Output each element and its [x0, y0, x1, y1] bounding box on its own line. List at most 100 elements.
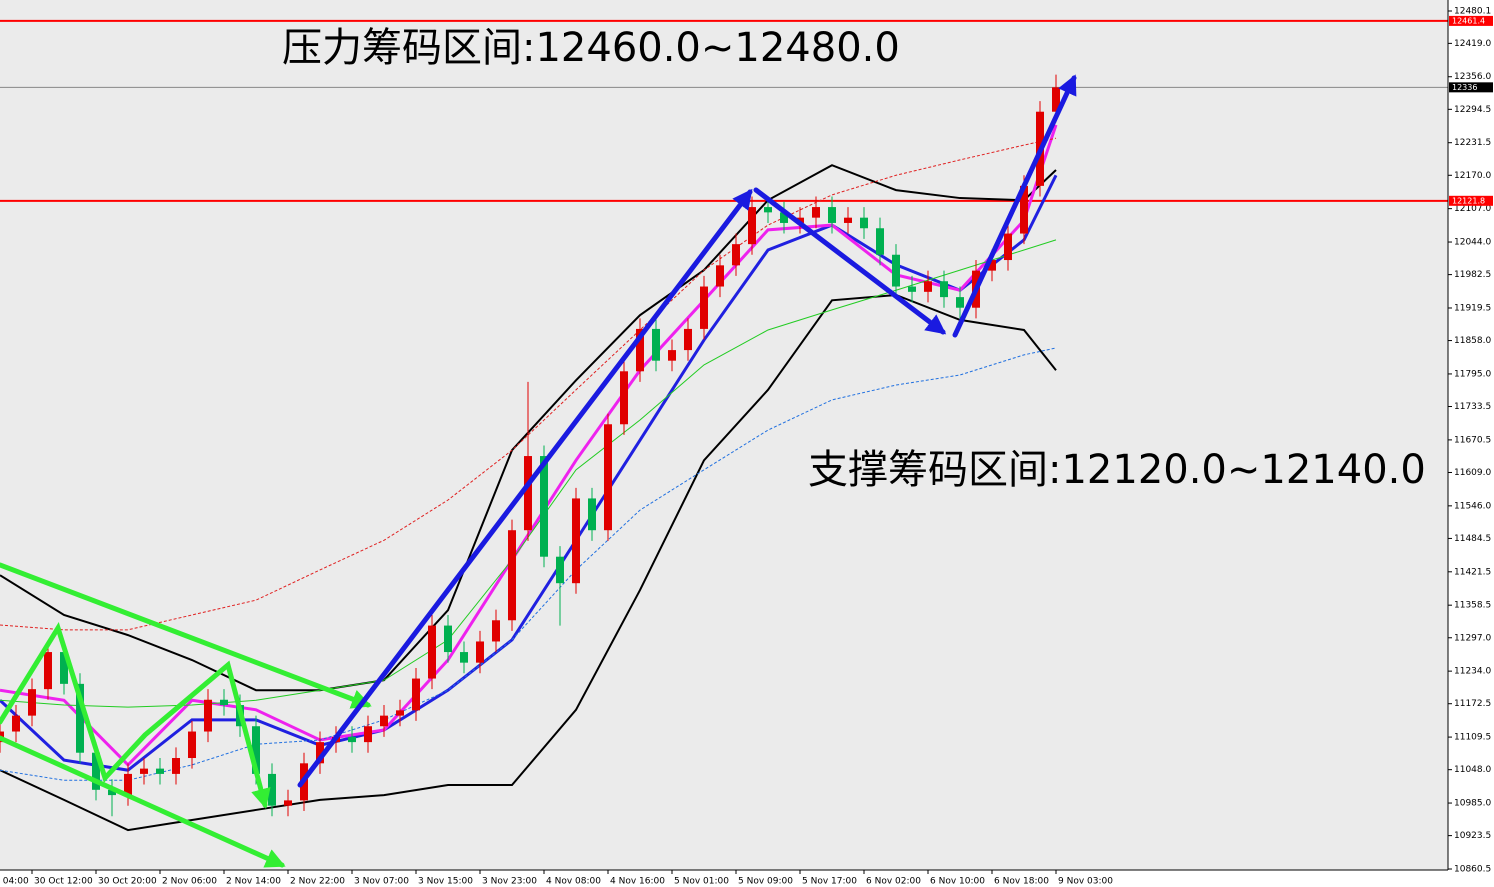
- candle-body: [444, 625, 452, 653]
- candle-body: [908, 286, 916, 292]
- y-tick-label: 11234.0: [1454, 667, 1491, 677]
- candle-body: [428, 625, 436, 679]
- y-tick-label: 11172.5: [1454, 699, 1491, 709]
- candle-body: [924, 281, 932, 292]
- candle-body: [636, 328, 644, 372]
- candle-body: [940, 281, 948, 298]
- indicator-line: [0, 164, 1057, 692]
- y-tick-label: 10985.0: [1454, 799, 1491, 809]
- x-tick-label: 6 Nov 02:00: [866, 877, 921, 887]
- candle-body: [380, 715, 388, 727]
- candle-body: [28, 689, 36, 716]
- candle-body: [252, 726, 260, 774]
- annotation: 支撑筹码区间:12120.0~12140.0: [808, 447, 1426, 493]
- candle-body: [764, 207, 772, 213]
- candle-body: [828, 207, 836, 223]
- candle-body: [620, 371, 628, 425]
- candle-body: [892, 254, 900, 287]
- candle-body: [876, 228, 884, 255]
- candle-body: [588, 498, 596, 531]
- green-arrow: [0, 735, 286, 868]
- y-tick-label: 10860.5: [1454, 865, 1491, 875]
- candle-body: [524, 456, 532, 531]
- y-tick-label: 11670.5: [1454, 435, 1491, 445]
- x-tick-label: 4 Nov 16:00: [610, 877, 665, 887]
- blue-arrow: [952, 74, 1077, 338]
- candle-body: [556, 556, 564, 584]
- y-tick-label: 11919.5: [1454, 303, 1491, 313]
- candle-body: [684, 328, 692, 351]
- candle-body: [76, 683, 84, 753]
- x-tick-label: 5 Nov 17:00: [802, 877, 857, 887]
- y-tick-label: 12419.0: [1454, 39, 1491, 49]
- level-label: 12121.8: [1452, 196, 1485, 205]
- x-tick-label: 5 Nov 09:00: [738, 877, 793, 887]
- y-tick-label: 11421.5: [1454, 567, 1491, 577]
- candle-body: [604, 424, 612, 531]
- candle-body: [540, 456, 548, 557]
- candle-body: [396, 710, 404, 716]
- candle-body: [716, 265, 724, 287]
- x-tick-label: 2 Nov 14:00: [226, 877, 281, 887]
- y-tick-label: 12170.0: [1454, 171, 1491, 181]
- candle-body: [668, 350, 676, 361]
- candle-body: [1020, 185, 1028, 234]
- x-tick-label: 2 Nov 06:00: [162, 877, 217, 887]
- candle-body: [860, 217, 868, 229]
- x-tick-label: 6 Nov 18:00: [994, 877, 1049, 887]
- green-arrow: [0, 562, 372, 709]
- y-tick-label: 11358.5: [1454, 601, 1491, 611]
- x-tick-label: 30 Oct 12:00: [34, 877, 93, 887]
- candle-body: [156, 768, 164, 774]
- candle-body: [188, 731, 196, 759]
- x-tick-label: 9 Nov 03:00: [1058, 877, 1113, 887]
- candle-body: [988, 260, 996, 271]
- level-label-box: [1449, 15, 1493, 26]
- candle-body: [220, 699, 228, 706]
- x-tick-label: 30 Oct 20:00: [98, 877, 157, 887]
- x-tick-label: 3 Nov 07:00: [354, 877, 409, 887]
- y-tick-label: 11733.5: [1454, 402, 1491, 412]
- level-label-box: [1449, 82, 1493, 93]
- indicator-line: [0, 174, 1058, 772]
- indicator-line: [0, 347, 1057, 781]
- y-tick-label: 11858.0: [1454, 336, 1491, 346]
- candle-body: [780, 212, 788, 223]
- candle-body: [1052, 87, 1060, 112]
- y-tick-label: 11297.0: [1454, 633, 1491, 643]
- indicator-line: [0, 137, 1057, 631]
- y-tick-label: 11609.0: [1454, 468, 1491, 478]
- candle-body: [108, 789, 116, 796]
- candle-body: [700, 286, 708, 329]
- candle-body: [60, 652, 68, 684]
- annotation: 压力筹码区间:12460.0~12480.0: [282, 25, 900, 71]
- y-tick-label: 10923.5: [1454, 831, 1491, 841]
- candle-body: [748, 207, 756, 245]
- candle-body: [412, 678, 420, 711]
- y-tick-label: 11048.0: [1454, 765, 1491, 775]
- candle-body: [316, 742, 324, 764]
- x-tick-label: 4 Nov 08:00: [546, 877, 601, 887]
- y-tick-label: 11109.5: [1454, 733, 1491, 743]
- blue-arrow: [297, 188, 753, 788]
- y-tick-label: 12044.0: [1454, 238, 1491, 248]
- candle-body: [284, 800, 292, 806]
- y-tick-label: 11982.5: [1454, 270, 1491, 280]
- level-label: 12336: [1452, 83, 1477, 92]
- y-tick-label: 12480.1: [1454, 7, 1491, 17]
- candle-body: [124, 773, 132, 796]
- candle-body: [508, 530, 516, 621]
- drawn-arrows: [0, 74, 1077, 868]
- candle-body: [268, 773, 276, 806]
- candle-body: [572, 498, 580, 584]
- candle-body: [44, 652, 52, 690]
- candle-body: [844, 217, 852, 223]
- candle-body: [92, 752, 100, 790]
- candle-body: [364, 726, 372, 743]
- candle-body: [140, 768, 148, 774]
- y-tick-label: 11795.0: [1454, 369, 1491, 379]
- y-tick-label: 12356.0: [1454, 72, 1491, 82]
- blue-arrow: [753, 187, 947, 335]
- candle-body: [348, 736, 356, 743]
